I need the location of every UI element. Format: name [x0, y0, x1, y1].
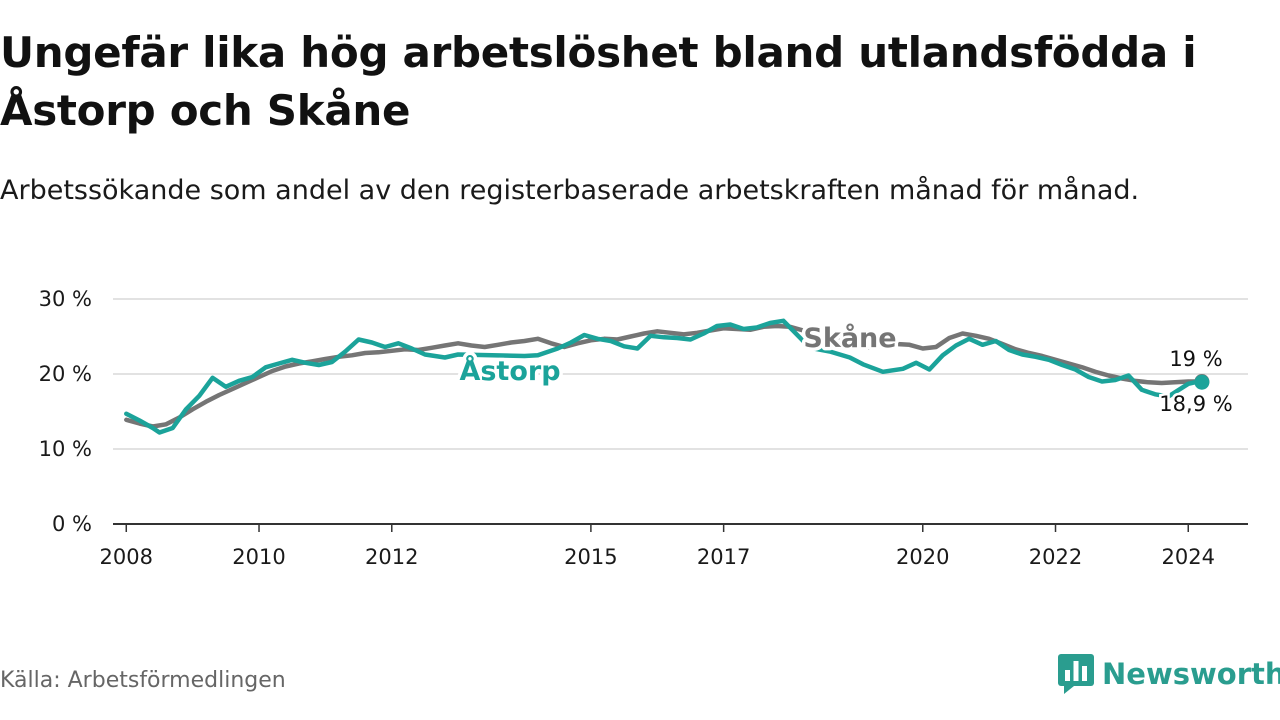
x-tick-label: 2017 — [697, 545, 750, 569]
brand-name: Newsworthy — [1102, 657, 1280, 691]
x-tick-label: 2012 — [365, 545, 418, 569]
gridlines — [113, 298, 1248, 525]
x-axis-ticks: 2008 2010 2012 2015 2017 2020 2022 2024 — [100, 524, 1215, 569]
end-value-label: 18,9 % — [1159, 392, 1232, 416]
series-line-skane — [124, 323, 1198, 429]
x-tick-label: 2008 — [100, 545, 153, 569]
chart-title: Ungefär lika hög arbetslöshet bland utla… — [0, 28, 1197, 135]
end-value-label: 19 % — [1169, 347, 1222, 371]
y-tick-label: 0 % — [52, 512, 92, 536]
y-tick-label: 20 % — [39, 362, 92, 386]
chart-subtitle: Arbetssökande som andel av den registerb… — [0, 175, 1140, 206]
y-tick-label: 10 % — [39, 437, 92, 461]
series-line-astorp — [124, 318, 1198, 435]
y-axis-ticks: 0 % 10 % 20 % 30 % — [39, 287, 92, 536]
brand-logo[interactable]: Newsworthy — [1058, 654, 1280, 694]
series-name-label: Skåne — [803, 322, 896, 354]
series-lines — [124, 318, 1210, 435]
y-tick-label: 30 % — [39, 287, 92, 311]
bar-chart-icon — [1058, 654, 1094, 694]
x-tick-label: 2020 — [896, 545, 949, 569]
series-name-label: Åstorp — [459, 355, 560, 387]
x-tick-label: 2024 — [1162, 545, 1215, 569]
source-note: Källa: Arbetsförmedlingen — [0, 668, 286, 693]
x-tick-label: 2022 — [1029, 545, 1082, 569]
x-tick-label: 2015 — [564, 545, 617, 569]
series-labels: Skåne Åstorp 19 % 18,9 % — [456, 319, 1235, 419]
x-tick-label: 2010 — [232, 545, 285, 569]
end-point-marker — [1194, 374, 1210, 390]
